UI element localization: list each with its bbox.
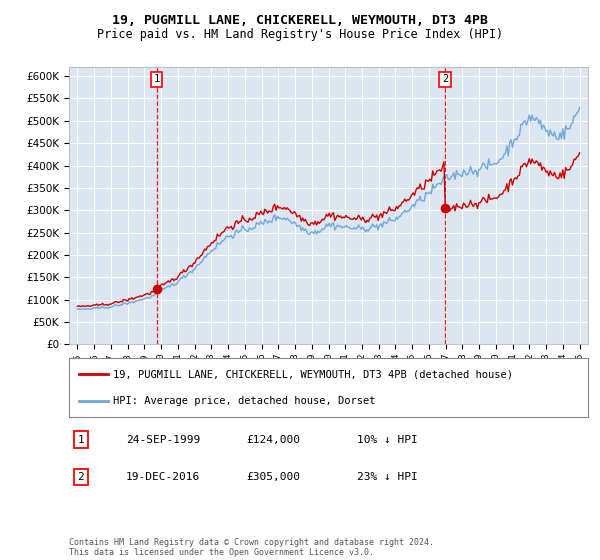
Text: 1: 1: [154, 74, 160, 84]
Text: 10% ↓ HPI: 10% ↓ HPI: [357, 435, 418, 445]
Text: 19, PUGMILL LANE, CHICKERELL, WEYMOUTH, DT3 4PB (detached house): 19, PUGMILL LANE, CHICKERELL, WEYMOUTH, …: [113, 369, 513, 379]
Text: 2: 2: [77, 472, 85, 482]
Text: 1: 1: [77, 435, 85, 445]
Text: 24-SEP-1999: 24-SEP-1999: [126, 435, 200, 445]
Text: 23% ↓ HPI: 23% ↓ HPI: [357, 472, 418, 482]
Text: Price paid vs. HM Land Registry's House Price Index (HPI): Price paid vs. HM Land Registry's House …: [97, 28, 503, 41]
Text: £305,000: £305,000: [246, 472, 300, 482]
Text: 19, PUGMILL LANE, CHICKERELL, WEYMOUTH, DT3 4PB: 19, PUGMILL LANE, CHICKERELL, WEYMOUTH, …: [112, 14, 488, 27]
Text: Contains HM Land Registry data © Crown copyright and database right 2024.
This d: Contains HM Land Registry data © Crown c…: [69, 538, 434, 557]
Text: 2: 2: [442, 74, 448, 84]
Text: £124,000: £124,000: [246, 435, 300, 445]
Text: 19-DEC-2016: 19-DEC-2016: [126, 472, 200, 482]
Text: HPI: Average price, detached house, Dorset: HPI: Average price, detached house, Dors…: [113, 396, 376, 406]
